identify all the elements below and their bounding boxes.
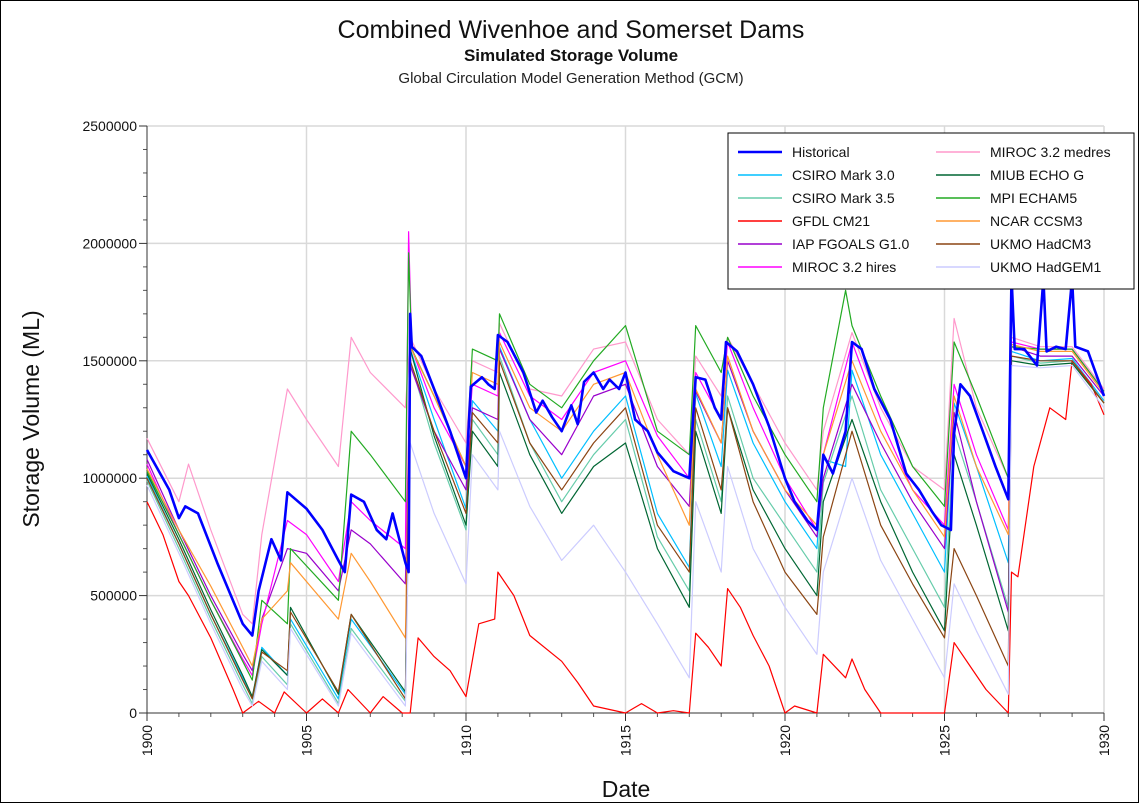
legend-label-ukmo-hadgem1: UKMO HadGEM1 bbox=[990, 259, 1101, 275]
legend-label-csiro-mark-3-5: CSIRO Mark 3.5 bbox=[792, 190, 895, 206]
series-line-ukmo-hadgem1 bbox=[146, 364, 1105, 707]
legend-label-ukmo-hadcm3: UKMO HadCM3 bbox=[990, 236, 1091, 252]
x-tick-label: 1920 bbox=[777, 725, 793, 756]
legend-label-mpi-echam5: MPI ECHAM5 bbox=[990, 190, 1077, 206]
y-tick-label: 1000000 bbox=[82, 470, 137, 486]
y-tick-label: 2500000 bbox=[82, 118, 137, 134]
legend-label-csiro-mark-3-0: CSIRO Mark 3.0 bbox=[792, 167, 895, 183]
series-line-miroc-3-2-medres bbox=[146, 317, 1105, 625]
series-line-ukmo-hadcm3 bbox=[146, 355, 1105, 700]
legend-label-historical: Historical bbox=[792, 144, 850, 160]
y-tick-label: 2000000 bbox=[82, 235, 137, 251]
tick-labels: 0 500000 1000000 1500000 2000000 2500000 1900 1… bbox=[82, 118, 1112, 756]
series-line-iap-fgoals-g1-0 bbox=[146, 346, 1105, 672]
series-line-mpi-echam5 bbox=[146, 252, 1105, 681]
series-line-gfdl-cm21 bbox=[146, 360, 1105, 714]
y-tick-label: 500000 bbox=[90, 588, 137, 604]
x-tick-label: 1925 bbox=[937, 725, 953, 756]
x-tick-label: 1930 bbox=[1096, 725, 1112, 756]
x-tick-label: 1915 bbox=[618, 725, 634, 756]
chart-title: Combined Wivenhoe and Somerset Dams bbox=[338, 16, 805, 44]
x-tick-label: 1905 bbox=[299, 725, 315, 756]
legend-label-gfdl-cm21: GFDL CM21 bbox=[792, 213, 870, 229]
legend-label-miub-echo-g: MIUB ECHO G bbox=[990, 167, 1084, 183]
y-axis-label: Storage Volume (ML) bbox=[18, 310, 44, 527]
chart-subtitle: Simulated Storage Volume bbox=[464, 46, 678, 65]
chart-subtitle-method: Global Circulation Model Generation Meth… bbox=[398, 70, 743, 87]
series-line-historical bbox=[145, 274, 1106, 637]
x-tick-label: 1900 bbox=[139, 725, 155, 756]
legend-label-iap-fgoals-g1-0: IAP FGOALS G1.0 bbox=[792, 236, 909, 252]
y-tick-label: 0 bbox=[129, 705, 137, 721]
legend-box bbox=[727, 132, 1135, 290]
x-tick-label: 1910 bbox=[458, 725, 474, 756]
legend-label-miroc-3-2-hires: MIROC 3.2 hires bbox=[792, 259, 896, 275]
legend-label-ncar-ccsm3: NCAR CCSM3 bbox=[990, 213, 1083, 229]
plot-area bbox=[145, 231, 1106, 714]
legend-label-miroc-3-2-medres: MIROC 3.2 medres bbox=[990, 144, 1111, 160]
x-axis-label: Date bbox=[602, 776, 651, 802]
legend: Historical CSIRO Mark 3.0 CSIRO Mark 3.5 GF… bbox=[727, 132, 1135, 290]
y-tick-label: 1500000 bbox=[82, 353, 137, 369]
